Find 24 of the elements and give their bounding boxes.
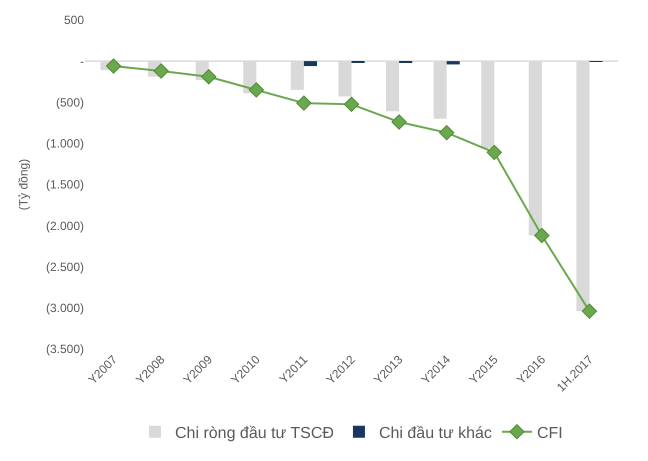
point <box>582 304 598 319</box>
y-tick-label: (3.500) <box>46 342 84 356</box>
y-tick-label: (1.000) <box>46 136 84 151</box>
point <box>439 125 454 140</box>
point <box>106 58 122 74</box>
y-axis-title: (Tỷ đồng) <box>16 158 30 210</box>
y-tick-label: (500) <box>56 95 84 110</box>
legend-label: Chi ròng đầu tư TSCĐ <box>175 424 334 442</box>
point <box>391 114 407 130</box>
y-tick-label: (1.500) <box>46 178 84 192</box>
point <box>201 69 216 84</box>
y-tick-label: (2.000) <box>46 218 84 233</box>
y-tick-label: - <box>80 54 84 68</box>
y-tick-label: (3.000) <box>46 301 84 316</box>
point <box>296 95 312 111</box>
point <box>534 228 550 244</box>
point <box>248 82 264 98</box>
legend-label: CFI <box>536 424 563 442</box>
y-tick-label: (2.500) <box>46 260 84 274</box>
point <box>486 144 502 160</box>
point <box>153 63 169 79</box>
y-tick-label: 500 <box>64 13 84 28</box>
point <box>344 96 360 112</box>
legend-label: Chi đầu tư khác <box>378 424 492 442</box>
